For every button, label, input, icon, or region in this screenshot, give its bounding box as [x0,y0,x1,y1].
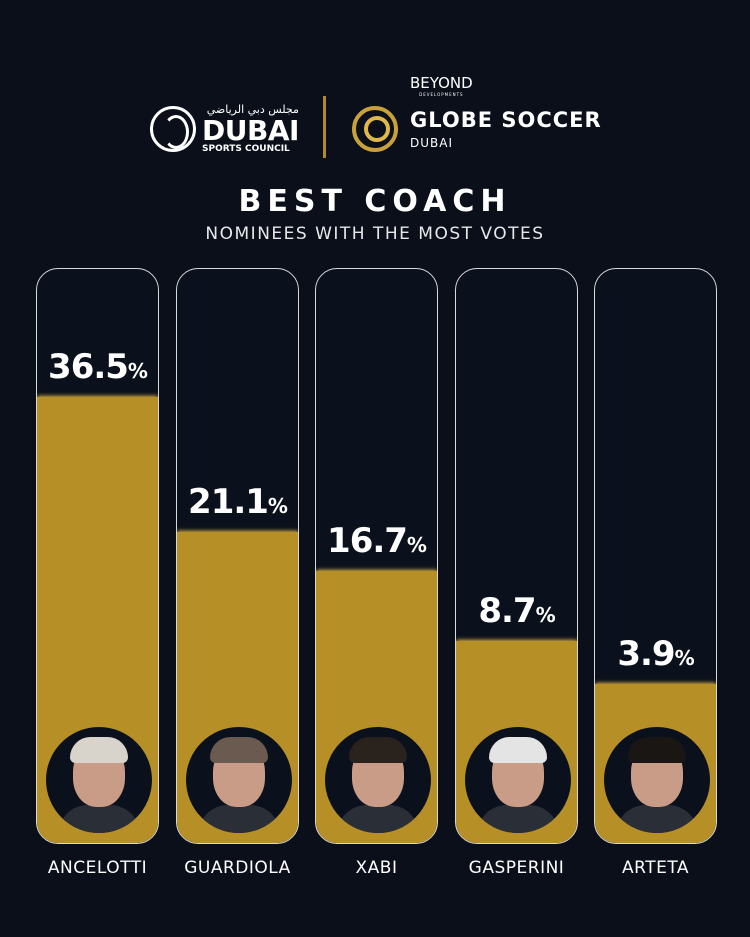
data-label: 36.5% [48,346,148,387]
coach-photo [186,727,292,833]
data-label: 21.1% [188,482,288,523]
dubai-sports-council-logo: مجلس دبي الرياضي DUBAI SPORTS COUNCIL [150,104,299,154]
dsc-arabic: مجلس دبي الرياضي [206,103,299,116]
data-label: 8.7% [478,591,555,632]
bar-column-guardiola: 21.1% [176,268,299,844]
globe-soccer-emblem-icon [352,106,398,152]
dsc-sub: SPORTS COUNCIL [202,143,290,154]
globe-soccer-sub: DUBAI [410,136,454,150]
chart-title: BEST COACH [238,184,512,219]
bar-column-ancelotti: 36.5% [36,268,159,844]
bar-column-arteta: 3.9% [594,268,717,844]
beyond-logo: BEYOND DEVELOPMENTS [410,74,473,97]
coach-photo [325,727,431,833]
chart-subtitle: NOMINEES WITH THE MOST VOTES [205,224,545,244]
globe-soccer-title: GLOBE SOCCER [410,108,602,132]
coach-photo [604,727,710,833]
sponsor-logos: مجلس دبي الرياضي DUBAI SPORTS COUNCIL BE… [0,76,750,166]
dsc-main: DUBAI [202,113,299,147]
data-label: 16.7% [327,521,427,562]
data-label: 3.9% [617,633,694,674]
bar-column-xabi: 16.7% [315,268,438,844]
category-label: ARTETA [621,858,690,878]
category-label: ANCELOTTI [47,858,148,878]
category-label: GASPERINI [468,858,565,878]
logo-divider [323,96,326,158]
dsc-emblem-icon [150,106,196,153]
category-label: GUARDIOLA [184,858,291,878]
category-label: XABI [355,858,398,878]
bar-column-gasperini: 8.7% [455,268,578,844]
coach-photo [46,727,152,833]
coach-photo [465,727,571,833]
